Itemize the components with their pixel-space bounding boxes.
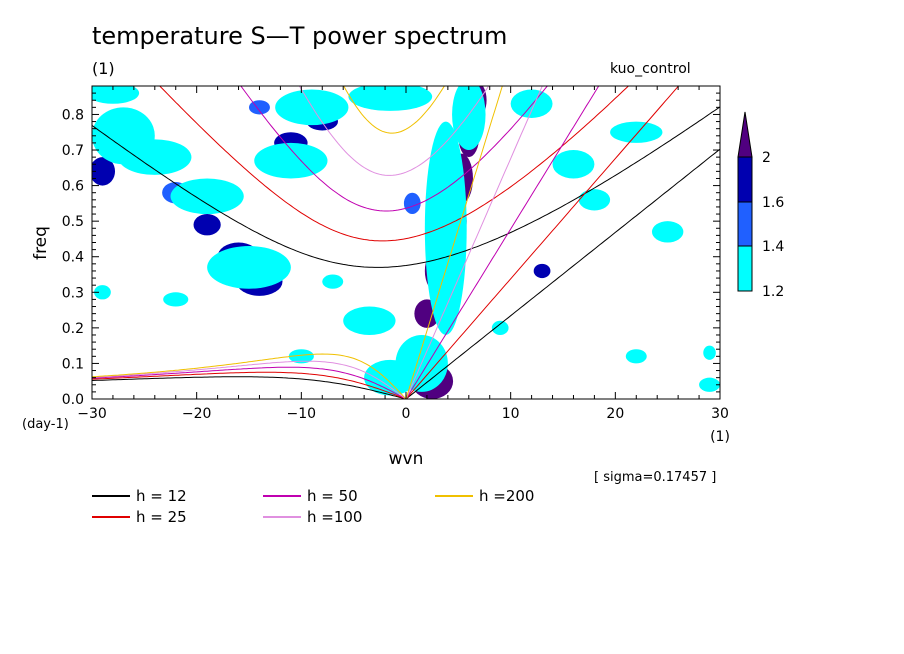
colorbar-label: 1.2 <box>762 284 784 300</box>
x-tick-label: −20 <box>182 406 212 422</box>
colorbar-label: 1.6 <box>762 195 784 211</box>
power-blob-22 <box>170 178 244 215</box>
inertia-gravity-curve-12 <box>92 106 720 268</box>
power-blob-40 <box>703 345 716 360</box>
x-tick-label: 30 <box>711 406 729 422</box>
rossby-curve-25 <box>92 371 407 399</box>
legend-label: h =100 <box>307 508 363 526</box>
sigma-label: [ sigma=0.17457 ] <box>594 470 717 485</box>
legend-swatch <box>263 495 301 497</box>
power-blob-18 <box>249 100 270 115</box>
y-axis-unit: (day-1) <box>22 417 69 432</box>
inertia-gravity-curve-200 <box>343 86 445 134</box>
y-tick-label: 0.1 <box>62 356 84 372</box>
power-blob-13 <box>92 157 116 186</box>
x-axis-unit: (1) <box>710 429 730 445</box>
colorbar-segment <box>737 156 753 203</box>
axis-ticks <box>91 85 721 400</box>
power-blob-42 <box>491 320 509 335</box>
power-blob-20 <box>403 192 421 215</box>
chart-units-label: (1) <box>92 59 115 78</box>
legend-swatch <box>92 516 130 518</box>
inertia-gravity-curve-25 <box>159 86 630 242</box>
legend-swatch <box>92 495 130 497</box>
y-tick-label: 0.0 <box>62 392 84 408</box>
dispersion-curves <box>92 86 720 399</box>
kelvin-curve-25 <box>405 86 680 399</box>
power-blob-26 <box>92 107 155 165</box>
power-blob-38 <box>651 221 684 243</box>
rossby-curve-100 <box>92 360 407 399</box>
rossby-curve-200 <box>92 353 407 399</box>
power-blob-44 <box>322 274 344 289</box>
inertia-gravity-curve-50 <box>240 86 548 212</box>
kelvin-curve-50 <box>405 86 600 399</box>
x-tick-label: 10 <box>502 406 520 422</box>
legend-swatch <box>263 516 301 518</box>
power-blob-46 <box>625 349 647 364</box>
power-blob-34 <box>510 89 553 119</box>
y-tick-label: 0.7 <box>62 143 84 159</box>
power-blob-15 <box>193 214 221 236</box>
power-blob-35 <box>552 150 595 179</box>
power-blob-36 <box>610 121 663 143</box>
power-blob-32 <box>452 86 486 151</box>
legend-label: h = 12 <box>136 487 187 505</box>
colorbar-label: 1.4 <box>762 239 784 255</box>
inertia-gravity-curve-100 <box>298 86 490 176</box>
y-tick-labels: 0.0 0.1 0.2 0.3 0.4 0.5 0.6 0.7 0.8 <box>62 107 84 408</box>
legend-swatch <box>435 495 473 497</box>
spectral-power-shading <box>92 86 720 399</box>
legend-label: h = 25 <box>136 508 187 526</box>
y-tick-label: 0.6 <box>62 179 84 195</box>
x-tick-labels: −30 −20 −10 0 10 20 30 <box>77 406 729 422</box>
chart-title: temperature S—T power spectrum <box>92 22 508 50</box>
power-blob-17 <box>533 263 551 279</box>
legend-label: h =200 <box>479 487 535 505</box>
x-axis-label: wvn <box>389 449 424 469</box>
power-blob-23 <box>207 246 291 289</box>
kelvin-curve-12 <box>405 148 720 399</box>
colorbar-label: 2 <box>762 150 771 166</box>
power-blob-25 <box>275 89 349 126</box>
power-blob-39 <box>699 377 720 392</box>
legend-label: h = 50 <box>307 487 358 505</box>
rossby-curve-50 <box>92 366 407 399</box>
colorbar: 1.2 1.4 1.6 2 <box>737 111 784 300</box>
power-blob-28 <box>343 306 396 335</box>
y-tick-label: 0.4 <box>62 250 84 266</box>
power-blob-33 <box>348 86 433 111</box>
power-blob-45 <box>94 285 111 300</box>
run-name: kuo_control <box>610 61 691 77</box>
power-blob-27 <box>92 86 140 104</box>
x-tick-label: 0 <box>402 406 411 422</box>
kelvin-curve-200 <box>405 86 503 399</box>
x-tick-label: −10 <box>287 406 317 422</box>
power-blob-37 <box>578 189 611 211</box>
rossby-curve-12 <box>92 376 407 399</box>
y-tick-label: 0.3 <box>62 285 84 301</box>
power-blob-43 <box>163 292 189 307</box>
x-tick-label: −30 <box>77 406 107 422</box>
y-tick-label: 0.2 <box>62 321 84 337</box>
kelvin-curve-100 <box>405 86 543 399</box>
power-blob-24 <box>254 142 328 179</box>
y-tick-label: 0.8 <box>62 107 84 123</box>
y-tick-label: 0.5 <box>62 214 84 230</box>
power-blob-41 <box>288 349 314 364</box>
colorbar-top-arrow <box>737 111 753 158</box>
y-axis-label: freq <box>31 226 51 260</box>
colorbar-segment <box>737 201 753 247</box>
x-tick-label: 20 <box>606 406 624 422</box>
power-blob-31 <box>424 121 467 335</box>
colorbar-segment <box>737 245 753 292</box>
